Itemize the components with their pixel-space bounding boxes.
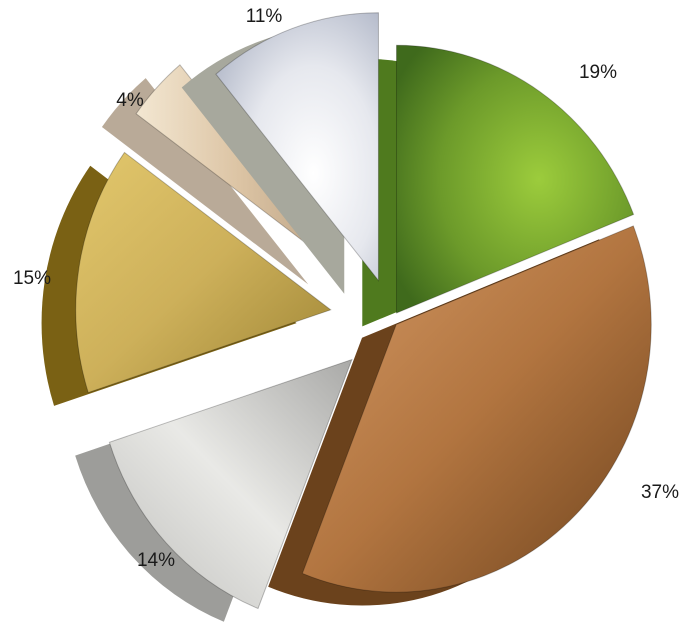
slice-percent-label: 15%	[13, 268, 51, 289]
pie-slice-side	[101, 78, 309, 285]
slice-percent-label: 14%	[137, 550, 175, 571]
pie-slice	[215, 12, 379, 282]
slice-percent-label: 4%	[116, 90, 144, 111]
pie-slice	[395, 44, 635, 314]
pie-slice	[75, 151, 332, 394]
slice-percent-label: 37%	[641, 482, 679, 503]
pie-slice	[108, 358, 353, 610]
slice-percent-label: 11%	[246, 6, 283, 27]
labels-layer: 19% 37% 14% 15% 4% 11%	[13, 6, 679, 571]
pie-slice	[301, 225, 652, 593]
slice-percent-label: 19%	[579, 62, 617, 83]
slices-layer	[41, 12, 652, 622]
